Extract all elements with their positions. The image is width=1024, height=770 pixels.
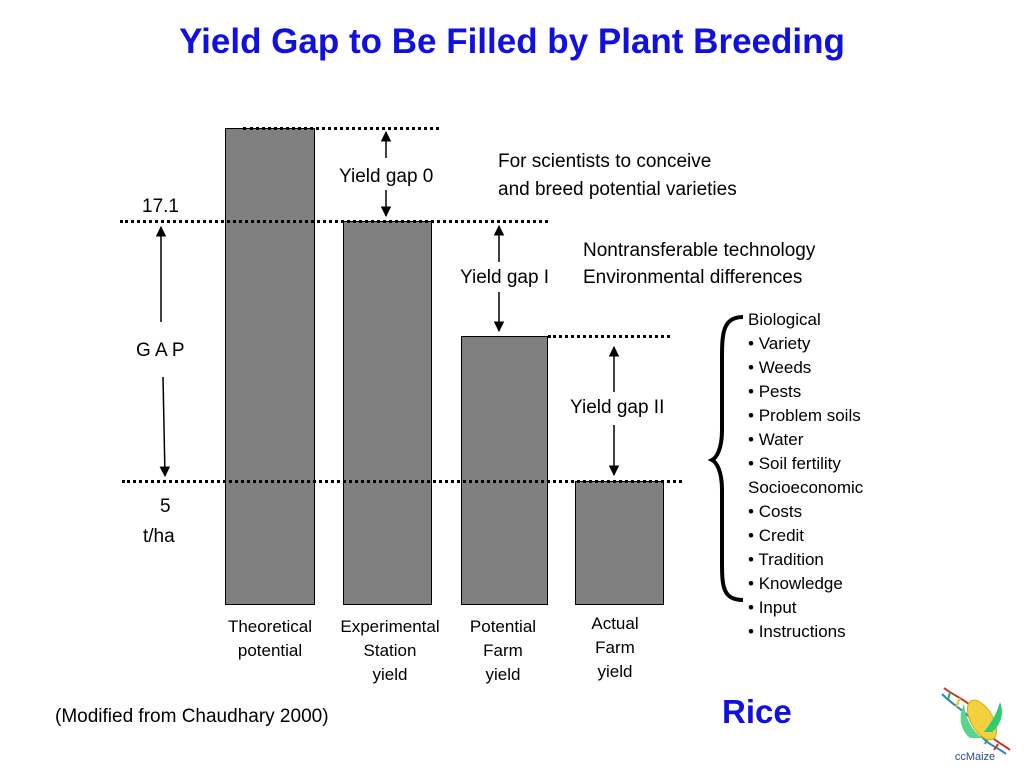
potential-farm-yield-label: Potential Farm yield bbox=[448, 615, 558, 687]
list-item: • Variety bbox=[748, 334, 811, 353]
logo-text: ccMaize bbox=[954, 751, 996, 763]
list-item: • Soil fertility bbox=[748, 454, 841, 473]
farm-potential-level-line bbox=[548, 335, 670, 338]
gap1-note-line: Nontransferable technology bbox=[583, 240, 816, 261]
bar-label-line: yield bbox=[485, 665, 521, 684]
crop-label: Rice bbox=[722, 693, 792, 730]
gap1-note: Nontransferable technology Environmental… bbox=[583, 237, 815, 291]
bar-label-line: Farm bbox=[595, 638, 635, 657]
yield-gap-0-label: Yield gap 0 bbox=[339, 166, 434, 188]
gap0-note-line: and breed potential varieties bbox=[498, 179, 737, 200]
constraint-group-title: Socioeconomic bbox=[748, 478, 864, 497]
gap0-note: For scientists to conceive and breed pot… bbox=[498, 148, 737, 204]
bar-label-line: Potential bbox=[469, 617, 537, 636]
list-item: • Pests bbox=[748, 382, 802, 401]
list-item: • Instructions bbox=[748, 622, 846, 641]
ccmaize-logo: ccMaize bbox=[930, 680, 1020, 765]
theoretical-potential-bar bbox=[225, 128, 315, 605]
list-item: • Problem soils bbox=[748, 406, 861, 425]
top-value-label: 17.1 bbox=[142, 196, 179, 217]
bar-label-line: Experimental bbox=[340, 617, 440, 636]
bottom-value-label: 5 bbox=[160, 496, 171, 517]
yield-gap-1-label: Yield gap I bbox=[460, 267, 550, 288]
constraint-list: Biological • Variety • Weeds • Pests • P… bbox=[748, 308, 863, 644]
station-level-line bbox=[120, 220, 548, 223]
actual-level-line bbox=[122, 480, 682, 483]
gap1-note-line: Environmental differences bbox=[583, 267, 803, 288]
gap-arrow-down bbox=[159, 376, 171, 478]
bar-label-line: Farm bbox=[483, 641, 523, 660]
constraint-group-title: Biological bbox=[748, 310, 821, 329]
list-item: • Water bbox=[748, 430, 804, 449]
theoretical-potential-label: Theoretical potential bbox=[210, 615, 330, 663]
actual-farm-yield-bar bbox=[575, 481, 664, 605]
gap-label: G A P bbox=[136, 340, 185, 361]
potential-farm-yield-bar bbox=[461, 336, 548, 605]
actual-farm-yield-label: Actual Farm yield bbox=[560, 612, 670, 684]
yield-gap-2-label: Yield gap II bbox=[570, 397, 665, 418]
source-citation: (Modified from Chaudhary 2000) bbox=[55, 706, 329, 727]
gap0-note-line: For scientists to conceive bbox=[498, 151, 712, 172]
list-item: • Costs bbox=[748, 502, 803, 521]
maize-dna-icon bbox=[941, 687, 1011, 755]
bar-label-line: potential bbox=[237, 641, 303, 660]
bar-label-line: yield bbox=[372, 665, 408, 684]
experimental-station-yield-label: Experimental Station yield bbox=[327, 615, 453, 687]
list-item: • Weeds bbox=[748, 358, 812, 377]
bar-label-line: Actual bbox=[591, 614, 639, 633]
curly-brace bbox=[707, 315, 744, 602]
bar-label-line: Theoretical bbox=[227, 617, 313, 636]
theoretical-level-line bbox=[243, 127, 439, 130]
unit-label: t/ha bbox=[143, 526, 175, 547]
bar-label-line: yield bbox=[597, 662, 633, 681]
list-item: • Knowledge bbox=[748, 574, 843, 593]
list-item: • Input bbox=[748, 598, 797, 617]
list-item: • Tradition bbox=[748, 550, 824, 569]
bar-label-line: Station bbox=[363, 641, 417, 660]
list-item: • Credit bbox=[748, 526, 805, 545]
page-title: Yield Gap to Be Filled by Plant Breeding bbox=[179, 22, 845, 61]
experimental-station-yield-bar bbox=[343, 221, 432, 605]
